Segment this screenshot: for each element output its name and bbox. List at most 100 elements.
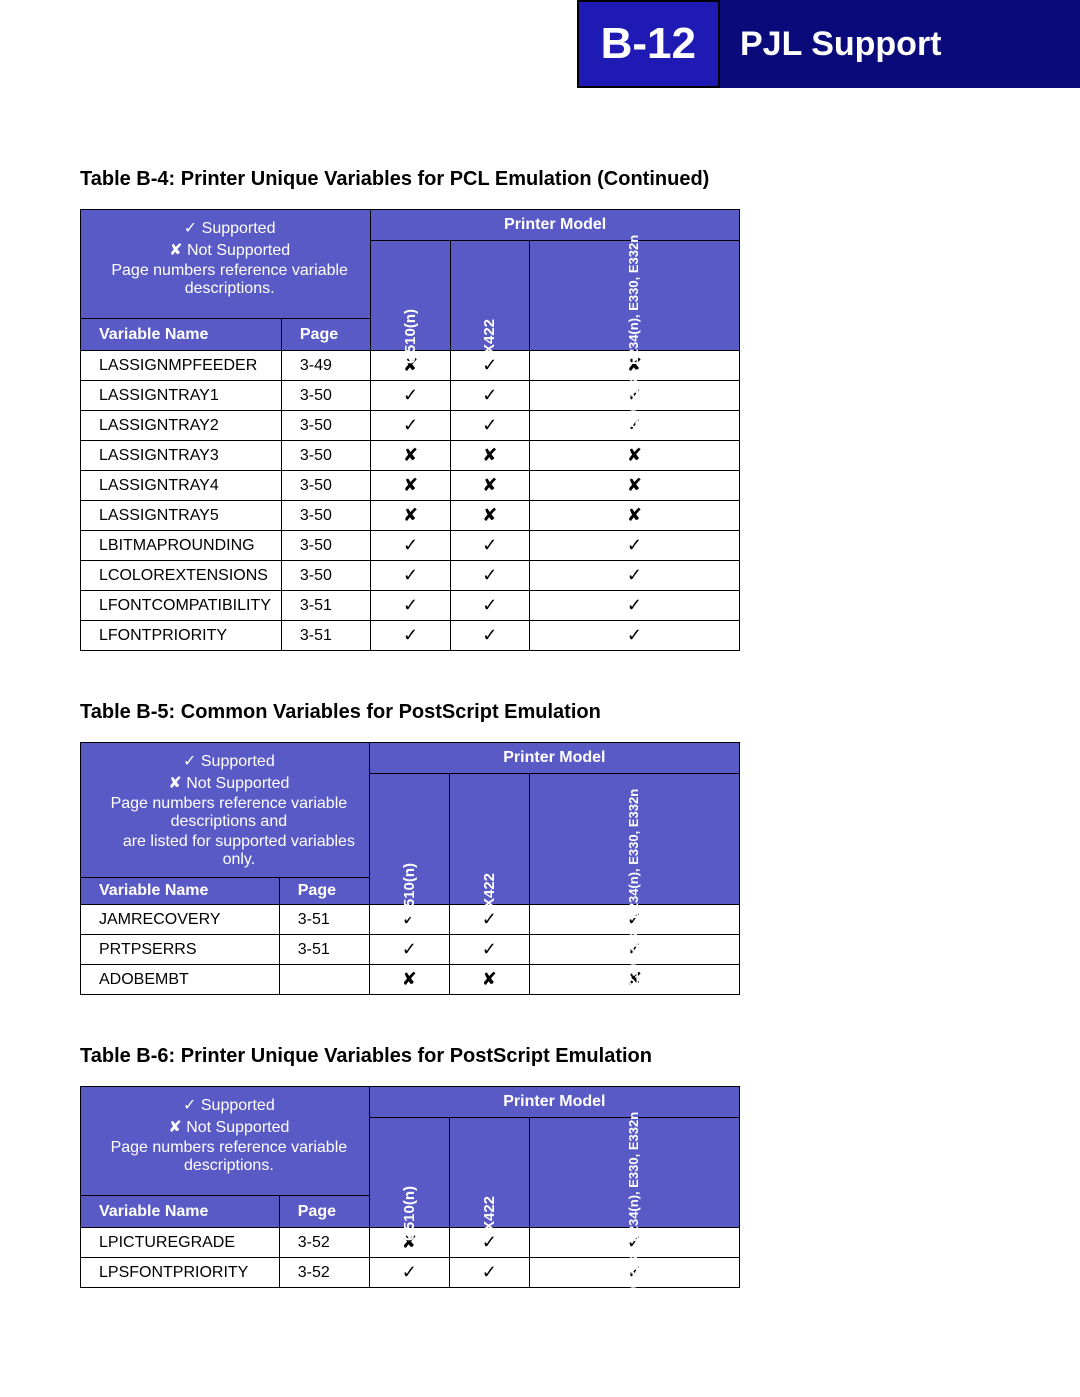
section-title-box: PJL Support: [720, 0, 1080, 88]
cell-page: 3-50: [281, 471, 370, 501]
legend-not-supported: Not Supported: [186, 775, 289, 792]
cell-mark: ✓: [529, 591, 739, 621]
cell-mark: ✓: [371, 621, 450, 651]
cell-name: PRTPSERRS: [81, 935, 280, 965]
legend-not-supported: Not Supported: [187, 242, 290, 259]
cell-page: 3-49: [281, 351, 370, 381]
legend-note: Page numbers reference variable descript…: [99, 262, 360, 298]
check-icon: ✓: [183, 1097, 196, 1114]
printer-model-header: Printer Model: [371, 210, 740, 241]
cell-mark: ✘: [529, 471, 739, 501]
col-variable-name: Variable Name: [81, 319, 282, 351]
cell-mark: ✓: [450, 351, 529, 381]
model-col-x422: X422: [449, 774, 529, 905]
table-b4-legend: ✓ Supported ✘ Not Supported Page numbers…: [81, 210, 371, 319]
model-col-x422: X422: [449, 1118, 529, 1228]
cell-name: LPSFONTPRIORITY: [81, 1258, 280, 1288]
cell-page: 3-51: [279, 905, 369, 935]
table-b4-title: Table B-4: Printer Unique Variables for …: [80, 168, 1000, 191]
cell-page: 3-50: [281, 561, 370, 591]
check-icon: ✓: [184, 220, 197, 237]
cell-mark: ✓: [449, 1228, 529, 1258]
cell-name: LASSIGNTRAY5: [81, 501, 282, 531]
legend-not-supported: Not Supported: [186, 1119, 289, 1136]
cell-page: 3-51: [281, 621, 370, 651]
cell-name: LPICTUREGRADE: [81, 1228, 280, 1258]
cell-mark: ✓: [450, 381, 529, 411]
col-page: Page: [279, 1196, 369, 1228]
cell-page: 3-50: [281, 411, 370, 441]
table-b6-title: Table B-6: Printer Unique Variables for …: [80, 1045, 1000, 1068]
cell-mark: ✓: [450, 591, 529, 621]
cell-mark: ✓: [371, 561, 450, 591]
cross-icon: ✘: [168, 1119, 181, 1136]
printer-model-header: Printer Model: [369, 743, 739, 774]
header-spacer: [0, 0, 577, 88]
cell-name: LASSIGNTRAY1: [81, 381, 282, 411]
legend-supported: Supported: [201, 753, 275, 770]
cell-mark: ✓: [529, 561, 739, 591]
check-icon: ✓: [183, 753, 196, 770]
cell-mark: ✓: [371, 381, 450, 411]
cell-name: LFONTPRIORITY: [81, 621, 282, 651]
cell-page: 3-50: [281, 441, 370, 471]
cell-name: LBITMAPROUNDING: [81, 531, 282, 561]
table-b5-title: Table B-5: Common Variables for PostScri…: [80, 701, 1000, 724]
table-b5-legend: ✓ Supported ✘ Not Supported Page numbers…: [81, 743, 370, 878]
table-b4: ✓ Supported ✘ Not Supported Page numbers…: [80, 209, 740, 651]
table-row: LASSIGNTRAY33-50✘✘✘: [81, 441, 740, 471]
legend-supported: Supported: [201, 1097, 275, 1114]
cell-mark: ✓: [450, 531, 529, 561]
cell-mark: ✓: [369, 1258, 449, 1288]
model-col-c510: C510(n): [371, 241, 450, 351]
printer-model-header: Printer Model: [369, 1087, 739, 1118]
table-b6: ✓ Supported ✘ Not Supported Page numbers…: [80, 1086, 740, 1288]
cell-page: 3-51: [281, 591, 370, 621]
col-variable-name: Variable Name: [81, 1196, 280, 1228]
cell-mark: ✓: [449, 905, 529, 935]
cell-mark: ✓: [450, 411, 529, 441]
page-number-box: B-12: [577, 0, 720, 88]
model-col-c510: C510(n): [369, 774, 449, 905]
cell-mark: ✘: [369, 965, 449, 995]
cell-name: LASSIGNTRAY4: [81, 471, 282, 501]
cell-mark: ✘: [529, 441, 739, 471]
cell-mark: ✓: [450, 561, 529, 591]
col-variable-name: Variable Name: [81, 878, 280, 905]
table-row: LASSIGNTRAY43-50✘✘✘: [81, 471, 740, 501]
table-b5-head: ✓ Supported ✘ Not Supported Page numbers…: [81, 743, 740, 905]
model-col-e230: E230, E232, E234(n), E330, E332n: [529, 1118, 739, 1228]
cell-name: LCOLOREXTENSIONS: [81, 561, 282, 591]
cell-mark: ✘: [450, 501, 529, 531]
cross-icon: ✘: [168, 775, 181, 792]
cell-mark: ✘: [449, 965, 529, 995]
cell-name: JAMRECOVERY: [81, 905, 280, 935]
cell-page: 3-52: [279, 1228, 369, 1258]
cell-mark: ✘: [529, 501, 739, 531]
cross-icon: ✘: [169, 242, 182, 259]
model-col-x422: X422: [450, 241, 529, 351]
table-b5: ✓ Supported ✘ Not Supported Page numbers…: [80, 742, 740, 995]
table-row: LFONTCOMPATIBILITY3-51✓✓✓: [81, 591, 740, 621]
col-page: Page: [279, 878, 369, 905]
cell-mark: ✘: [371, 471, 450, 501]
table-b4-head: ✓ Supported ✘ Not Supported Page numbers…: [81, 210, 740, 351]
cell-mark: ✘: [450, 471, 529, 501]
table-b6-legend: ✓ Supported ✘ Not Supported Page numbers…: [81, 1087, 370, 1196]
cell-mark: ✓: [529, 531, 739, 561]
cell-mark: ✓: [371, 411, 450, 441]
cell-mark: ✓: [449, 1258, 529, 1288]
page-root: B-12 PJL Support Table B-4: Printer Uniq…: [0, 0, 1080, 1368]
col-page: Page: [281, 319, 370, 351]
legend-note-b: are listed for supported variables only.: [99, 833, 359, 869]
page-content: Table B-4: Printer Unique Variables for …: [0, 168, 1080, 1288]
legend-note: Page numbers reference variable descript…: [99, 1139, 359, 1175]
cell-page: 3-51: [279, 935, 369, 965]
cell-name: LFONTCOMPATIBILITY: [81, 591, 282, 621]
legend-note-a: Page numbers reference variable descript…: [99, 795, 359, 831]
cell-name: LASSIGNTRAY3: [81, 441, 282, 471]
cell-mark: ✓: [371, 531, 450, 561]
table-row: LFONTPRIORITY3-51✓✓✓: [81, 621, 740, 651]
cell-mark: ✓: [450, 621, 529, 651]
cell-page: 3-50: [281, 501, 370, 531]
